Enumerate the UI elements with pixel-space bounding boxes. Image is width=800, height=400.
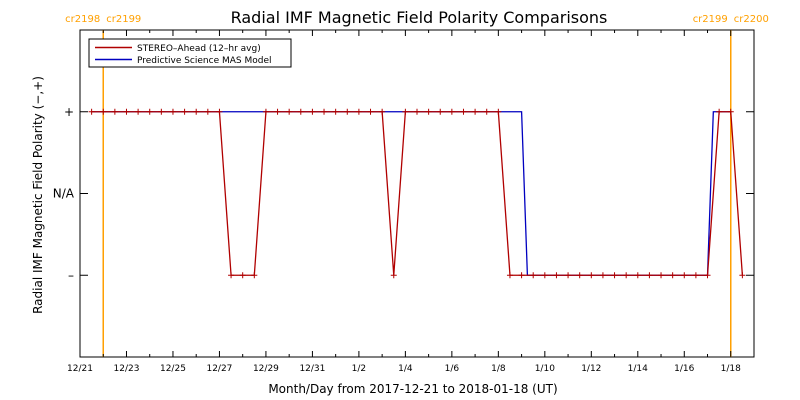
stereo-data-point [506,272,513,279]
stereo-data-point [425,108,432,115]
x-tick-label: 12/25 [160,364,186,374]
stereo-data-point [100,108,107,115]
stereo-data-point [576,272,583,279]
x-tick-label: 1/2 [352,364,366,374]
stereo-data-point [204,108,211,115]
stereo-data-point [111,108,118,115]
stereo-data-point [88,108,95,115]
stereo-data-point [565,272,572,279]
stereo-data-point [437,108,444,115]
stereo-data-point [169,108,176,115]
stereo-data-point [146,108,153,115]
stereo-data-point [623,272,630,279]
stereo-data-point [274,108,281,115]
stereo-data-point [402,108,409,115]
stereo-data-point [367,108,374,115]
stereo-data-point [727,108,734,115]
y-tick-label: – [68,268,74,282]
stereo-data-point [460,108,467,115]
rotation-label-before: cr2198 [65,14,100,25]
stereo-data-point [123,108,130,115]
stereo-data-point [716,108,723,115]
stereo-data-point [553,272,560,279]
rotation-markers: cr2198 cr2199 cr2199 cr2200 [65,14,769,357]
x-tick-label: 1/14 [628,364,648,374]
x-tick-label: 1/8 [491,364,506,374]
stereo-data-point [379,108,386,115]
y-axis-ticks: + N/A – [53,105,754,282]
rotation-label-before: cr2199 [693,14,728,25]
x-tick-label: 12/23 [114,364,140,374]
stereo-data-point [390,272,397,279]
legend-label-stereo: STEREO–Ahead (12–hr avg) [137,44,261,54]
x-tick-label: 1/16 [674,364,694,374]
stereo-data-point [646,272,653,279]
stereo-data-point [216,108,223,115]
stereo-data-point [321,108,328,115]
stereo-data-point [541,272,548,279]
stereo-data-point [286,108,293,115]
stereo-data-point [344,108,351,115]
stereo-data-point [251,272,258,279]
stereo-data-point [634,272,641,279]
x-tick-label: 1/10 [535,364,555,374]
x-axis-label: Month/Day from 2017-12-21 to 2018-01-18 … [268,382,557,396]
chart-title: Radial IMF Magnetic Field Polarity Compa… [231,8,608,27]
stereo-data-point [193,108,200,115]
x-tick-label: 1/4 [398,364,413,374]
y-axis-label: Radial IMF Magnetic Field Polarity (−,+) [31,76,45,314]
stereo-data-point [135,108,142,115]
y-tick-label: + [64,105,74,119]
series-layer [88,108,746,279]
stereo-polarity-line [91,111,744,276]
rotation-label-after: cr2200 [734,14,769,25]
stereo-data-point [472,108,479,115]
stereo-data-point [588,272,595,279]
stereo-data-point [692,272,699,279]
x-tick-label: 12/29 [253,364,279,374]
stereo-data-point [658,272,665,279]
stereo-data-point [297,108,304,115]
stereo-data-point [355,108,362,115]
stereo-data-point [309,108,316,115]
stereo-data-point [704,272,711,279]
y-tick-label: N/A [53,187,75,201]
stereo-data-point [669,272,676,279]
mas-model-polarity-line [91,111,731,276]
x-tick-label: 1/6 [445,364,460,374]
stereo-data-point [739,272,746,279]
stereo-data-point [518,272,525,279]
stereo-data-point [228,272,235,279]
rotation-label-after: cr2199 [106,14,141,25]
plot-frame [79,29,755,358]
stereo-data-point [599,272,606,279]
stereo-data-point [332,108,339,115]
stereo-data-point [181,108,188,115]
stereo-data-point [239,272,246,279]
stereo-data-point [495,108,502,115]
x-tick-label: 1/12 [581,364,601,374]
legend: STEREO–Ahead (12–hr avg) Predictive Scie… [88,38,292,68]
stereo-data-point [483,108,490,115]
x-tick-label: 12/27 [206,364,232,374]
x-tick-label: 12/21 [67,364,93,374]
legend-box [88,38,292,68]
x-tick-label: 1/18 [721,364,741,374]
stereo-data-point [681,272,688,279]
stereo-data-point [414,108,420,115]
legend-label-mas: Predictive Science MAS Model [137,56,272,66]
stereo-data-point [448,108,455,115]
x-tick-label: 12/31 [299,364,325,374]
stereo-data-point [262,108,269,115]
stereo-data-point [611,272,618,279]
x-axis-ticks: 12/21 12/23 12/25 12/27 12/29 12/31 1/2 1/4 1/6 1… [67,30,755,374]
stereo-data-point [158,108,165,115]
stereo-data-point [530,272,537,279]
